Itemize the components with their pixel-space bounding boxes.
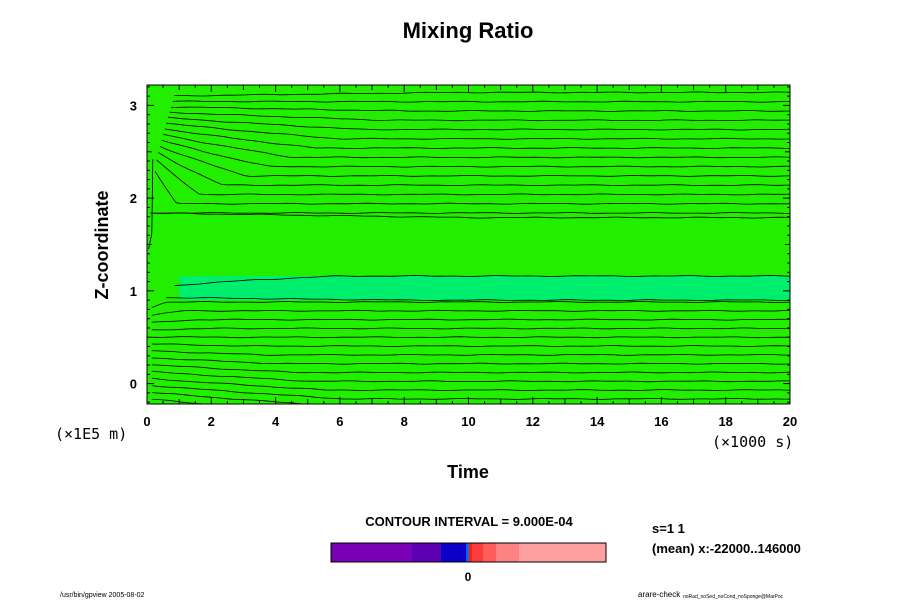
footer-right-main: arare-check [638, 590, 681, 599]
colorbar-frame [330, 542, 607, 563]
x-tick-label: 4 [272, 414, 280, 429]
colorbar-segment [483, 543, 497, 562]
contour-line [166, 297, 790, 302]
x-axis-ticks: 0 2 4 6 8 10 12 14 16 18 20 [143, 85, 797, 429]
x-tick-label: 10 [461, 414, 475, 429]
colorbar-segment [441, 543, 467, 562]
x-tick-label: 14 [590, 414, 605, 429]
x-tick-label: 18 [718, 414, 732, 429]
contour-line [151, 327, 791, 331]
contour-line [158, 152, 790, 186]
contour-line [151, 343, 791, 347]
contour-line [174, 91, 791, 97]
plot-background [147, 85, 790, 404]
colorbar-segment [331, 543, 413, 562]
contour-line [151, 309, 791, 316]
x-tick-label: 0 [143, 414, 150, 429]
footer-right-small: noRad_noSed_noCond_noSponge@MarPoc [683, 594, 784, 600]
colorbar-segment [469, 543, 473, 562]
y-axis-label: Z-coordinate [92, 190, 112, 299]
contour-line [156, 159, 791, 196]
contour-line [164, 128, 791, 149]
colorbar-segment [472, 543, 484, 562]
contour-line [151, 350, 790, 356]
contour-line [171, 106, 790, 112]
x-tick-label: 20 [783, 414, 797, 429]
chart-title: Mixing Ratio [403, 18, 534, 43]
colorbar [331, 543, 607, 562]
contour-line [151, 336, 790, 339]
x-axis-unit: (×1000 s) [712, 433, 793, 451]
contour-line [153, 212, 790, 214]
mean-annotation: (mean) x:-22000..146000 [652, 541, 801, 556]
x-tick-label: 6 [336, 414, 343, 429]
x-tick-label: 16 [654, 414, 668, 429]
contour-interval-label: CONTOUR INTERVAL = 9.000E-04 [365, 514, 573, 529]
footer-left: /usr/bin/gpview 2005-08-02 [60, 592, 145, 599]
y-tick-label: 1 [130, 284, 137, 299]
contour-line [166, 122, 791, 140]
contour-line [172, 100, 790, 103]
colorbar-segment [466, 543, 470, 562]
contour-line [151, 370, 791, 383]
contour-lines [148, 91, 791, 405]
core-band [179, 276, 790, 301]
x-axis-label: Time [447, 462, 489, 482]
colorbar-segment [519, 543, 607, 562]
contour-line [167, 116, 791, 131]
x-tick-label: 8 [401, 414, 408, 429]
contour-line [169, 111, 790, 122]
x-tick-label: 2 [208, 414, 215, 429]
contour-line [148, 159, 154, 250]
y-axis-unit: (×1E5 m) [55, 425, 127, 443]
colorbar-zero-label: 0 [465, 570, 472, 584]
y-axis-ticks: 0 1 2 3 [130, 86, 790, 403]
contour-line [151, 377, 791, 392]
contour-line [151, 301, 791, 308]
plot-area [146, 84, 791, 405]
x-tick-label: 12 [526, 414, 540, 429]
contour-line [154, 170, 791, 205]
colorbar-segment [496, 543, 520, 562]
contour-line [163, 133, 791, 159]
contour-line [161, 139, 791, 168]
colorbar-segment [412, 543, 442, 562]
contour-line [174, 275, 791, 287]
contour-line [151, 385, 791, 400]
contour-line [150, 212, 791, 219]
contour-line [151, 364, 791, 374]
y-tick-label: 3 [130, 98, 137, 113]
y-tick-label: 2 [130, 191, 137, 206]
contour-line [151, 357, 791, 365]
contour-line [159, 146, 790, 177]
slice-annotation: s=1 1 [652, 521, 685, 536]
contour-line [151, 318, 791, 323]
y-tick-label: 0 [130, 377, 137, 392]
